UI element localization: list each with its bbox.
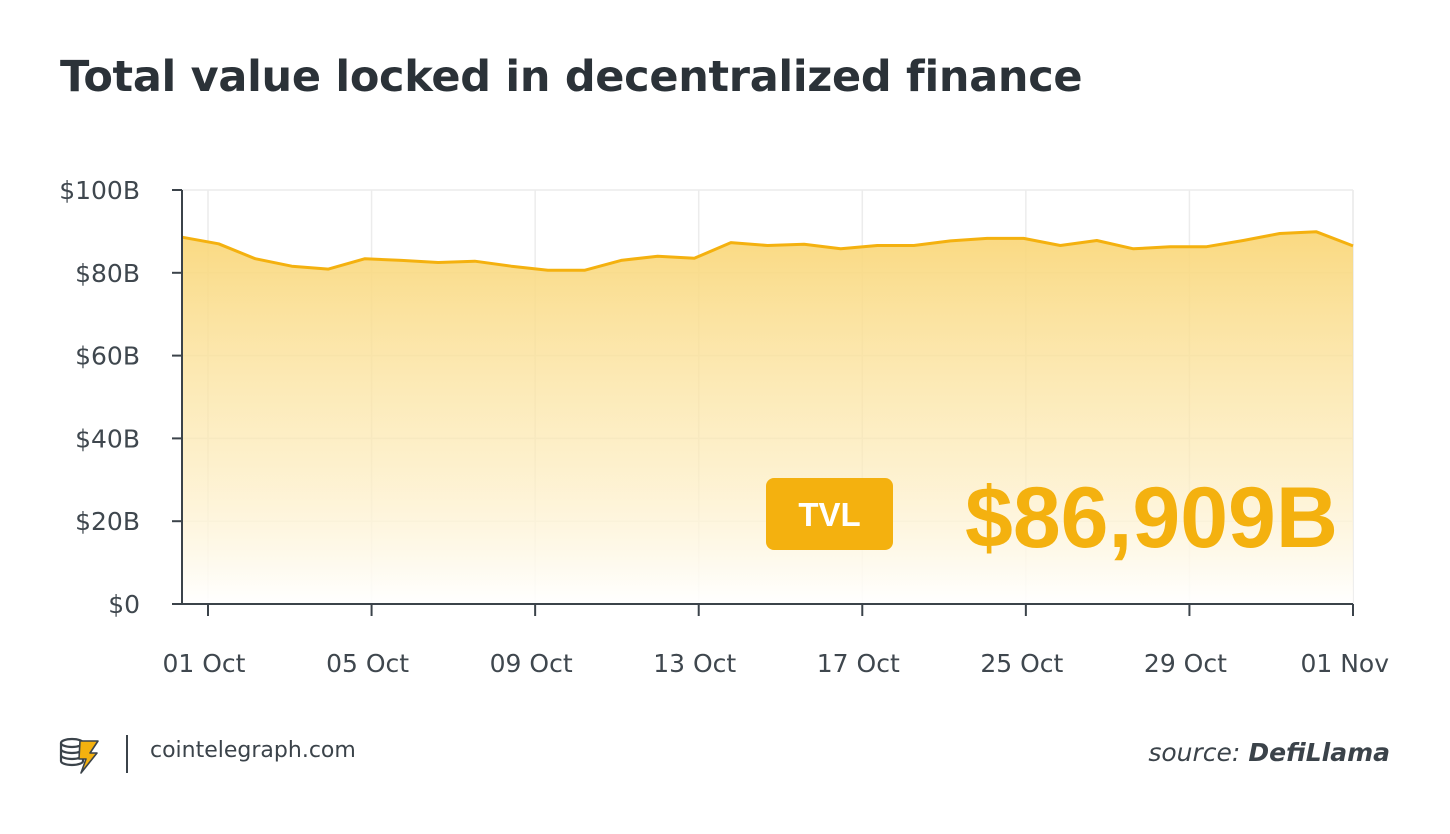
y-tick-label: $60B [75, 342, 140, 371]
tvl-badge: TVL [766, 478, 893, 550]
cointelegraph-logo-icon [59, 737, 99, 774]
y-tick-label: $40B [75, 424, 140, 453]
chart-title: Total value locked in decentralized fina… [60, 52, 1083, 102]
site-link[interactable]: cointelegraph.com [150, 738, 356, 763]
tvl-badge-label: TVL [798, 496, 860, 533]
x-tick-label: 05 Oct [326, 649, 409, 678]
x-axis-ticks: 01 Oct 05 Oct 09 Oct 13 Oct 17 Oct 25 Oct 29 O… [163, 604, 1389, 678]
x-tick-label: 13 Oct [653, 649, 736, 678]
x-tick-label: 09 Oct [490, 649, 573, 678]
tvl-value: $86,909B [965, 470, 1338, 566]
tvl-badge-background [766, 478, 893, 550]
x-tick-label: 01 Oct [163, 649, 246, 678]
source-name: DefiLlama [1248, 738, 1390, 767]
y-tick-label: $100B [59, 176, 140, 205]
y-tick-label: $0 [108, 590, 140, 619]
x-tick-label: 17 Oct [817, 649, 900, 678]
y-tick-label: $20B [75, 507, 140, 536]
x-tick-label: 01 Nov [1300, 649, 1389, 678]
source-prefix: source: [1148, 738, 1241, 767]
footer-divider [126, 735, 128, 773]
source-credit: source: DefiLlama [1148, 738, 1390, 767]
x-tick-label: 29 Oct [1144, 649, 1227, 678]
tvl-series-line [181, 230, 1354, 272]
tvl-area-fill [182, 231, 1353, 605]
x-tick-label: 25 Oct [980, 649, 1063, 678]
y-tick-label: $80B [75, 259, 140, 288]
axes [181, 190, 1353, 605]
y-axis-ticks: $0 $20B $40B $60B $80B $100B [59, 176, 182, 619]
